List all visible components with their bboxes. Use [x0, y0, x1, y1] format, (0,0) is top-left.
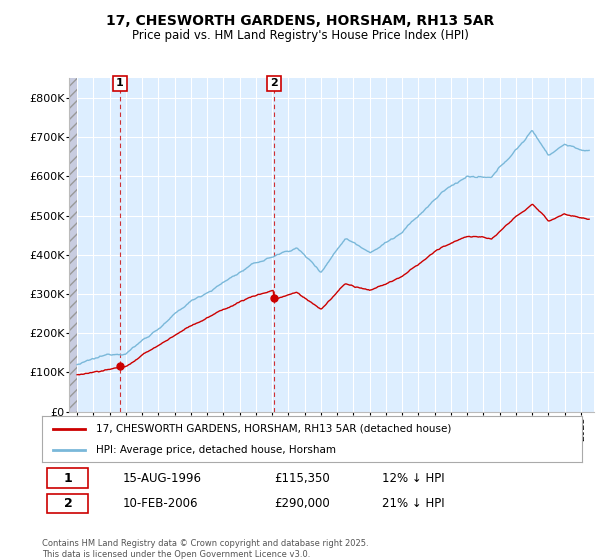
Text: 17, CHESWORTH GARDENS, HORSHAM, RH13 5AR: 17, CHESWORTH GARDENS, HORSHAM, RH13 5AR: [106, 14, 494, 28]
Text: £290,000: £290,000: [274, 497, 330, 510]
Text: 10-FEB-2006: 10-FEB-2006: [123, 497, 199, 510]
Text: 2: 2: [270, 78, 278, 88]
Text: 1: 1: [116, 78, 124, 88]
FancyBboxPatch shape: [47, 493, 88, 514]
Text: £115,350: £115,350: [274, 472, 330, 485]
Text: Price paid vs. HM Land Registry's House Price Index (HPI): Price paid vs. HM Land Registry's House …: [131, 29, 469, 42]
Text: 2: 2: [64, 497, 72, 510]
Text: 21% ↓ HPI: 21% ↓ HPI: [382, 497, 445, 510]
Text: HPI: Average price, detached house, Horsham: HPI: Average price, detached house, Hors…: [96, 445, 336, 455]
FancyBboxPatch shape: [47, 468, 88, 488]
Text: 1: 1: [64, 472, 72, 485]
Text: 12% ↓ HPI: 12% ↓ HPI: [382, 472, 445, 485]
Text: Contains HM Land Registry data © Crown copyright and database right 2025.
This d: Contains HM Land Registry data © Crown c…: [42, 539, 368, 559]
Text: 17, CHESWORTH GARDENS, HORSHAM, RH13 5AR (detached house): 17, CHESWORTH GARDENS, HORSHAM, RH13 5AR…: [96, 424, 451, 434]
Bar: [69, 78, 77, 412]
Text: 15-AUG-1996: 15-AUG-1996: [123, 472, 202, 485]
